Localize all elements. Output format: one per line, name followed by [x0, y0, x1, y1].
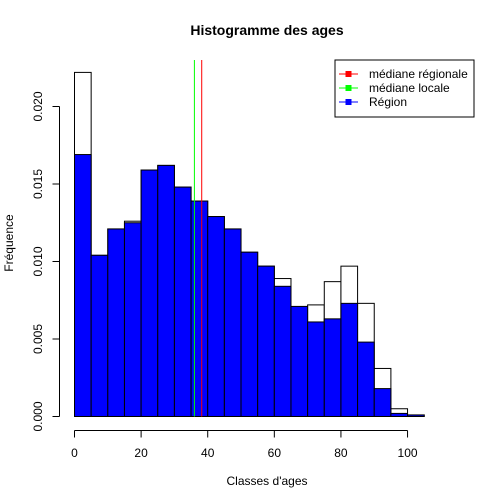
- median-lines: [193, 60, 203, 417]
- bar-region-45: [223, 228, 242, 417]
- x-tick-label-80: 80: [334, 446, 348, 460]
- y-axis-label: Fréquence: [2, 214, 16, 272]
- bar-region-10: [107, 228, 125, 417]
- x-axis-label: Classes d'ages: [227, 474, 308, 488]
- legend-box: [334, 59, 475, 118]
- bar-region-85: [357, 341, 375, 418]
- bar-region-35: [190, 200, 209, 417]
- bar-region-80: [340, 302, 359, 418]
- bar-region-40: [207, 216, 225, 417]
- bar-region-30: [173, 186, 192, 417]
- bars-region-series: [74, 154, 425, 418]
- legend: médiane régionale médiane locale Région: [334, 59, 475, 118]
- bar-region-65: [290, 305, 309, 418]
- bar-region-20: [140, 169, 159, 417]
- legend-label-local-median: médiane locale: [369, 81, 450, 95]
- bar-region-90: [373, 388, 392, 418]
- chart-title: Histogramme des ages: [190, 22, 343, 38]
- bar-region-50: [240, 251, 259, 417]
- bar-region-60: [273, 285, 292, 417]
- bar-region-95: [390, 412, 409, 417]
- y-tick-label-0: 0.000: [31, 401, 45, 431]
- bar-region-70: [307, 321, 325, 418]
- bar-region-55: [257, 265, 275, 417]
- x-tick-label-60: 60: [268, 446, 282, 460]
- legend-label-regional-median: médiane régionale: [369, 67, 468, 81]
- legend-marker-region: [345, 99, 352, 105]
- y-tick-label-2: 0.010: [31, 246, 45, 276]
- legend-marker-local-median: [345, 85, 352, 91]
- x-tick-label-40: 40: [201, 446, 215, 460]
- x-axis: 0 20 40 60 80 100: [71, 430, 418, 460]
- y-axis: 0.000 0.005 0.010 0.015 0.020: [31, 91, 60, 432]
- y-tick-label-4: 0.020: [31, 91, 45, 121]
- x-tick-label-0: 0: [71, 446, 78, 460]
- bar-region-0: [74, 154, 92, 418]
- y-tick-label-1: 0.005: [31, 324, 45, 354]
- bar-region-100: [407, 414, 425, 418]
- x-tick-label-100: 100: [398, 446, 418, 460]
- bar-region-75: [323, 318, 342, 418]
- bar-region-25: [157, 164, 175, 417]
- x-tick-label-20: 20: [134, 446, 148, 460]
- legend-marker-regional-median: [345, 71, 352, 77]
- legend-label-region: Région: [369, 95, 407, 109]
- bar-region-5: [90, 254, 109, 417]
- y-tick-label-3: 0.015: [31, 169, 45, 199]
- bar-region-15: [123, 222, 142, 417]
